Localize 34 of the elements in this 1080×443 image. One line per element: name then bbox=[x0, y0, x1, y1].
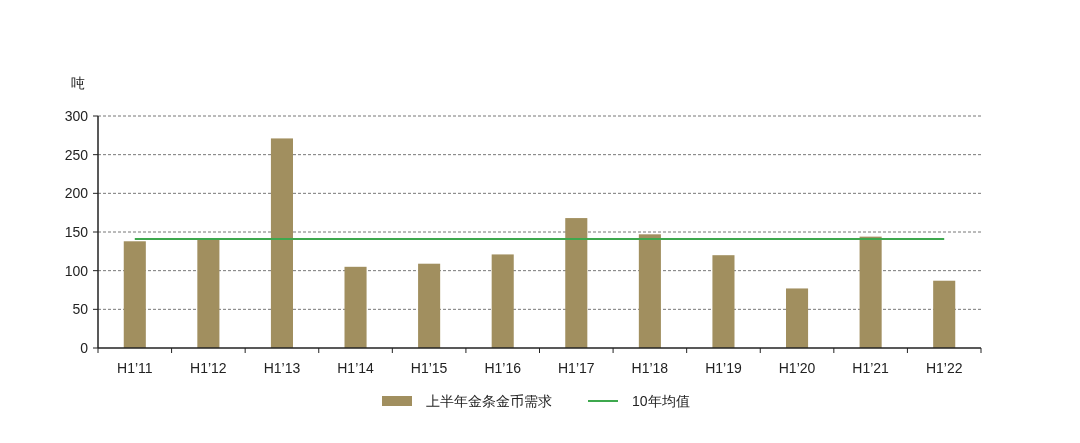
y-tick-label: 200 bbox=[64, 185, 89, 202]
y-tick-label: 100 bbox=[64, 262, 89, 279]
x-tick-label: H1’15 bbox=[410, 360, 448, 376]
x-tick-label: H1’17 bbox=[557, 360, 595, 376]
x-tick-label: H1’20 bbox=[778, 360, 816, 376]
legend-label: 10年均值 bbox=[632, 392, 690, 409]
legend-label: 上半年金条金币需求 bbox=[426, 392, 552, 409]
y-tick-label: 250 bbox=[64, 146, 89, 163]
y-axis-title: 吨 bbox=[71, 75, 85, 91]
x-tick-label: H1’11 bbox=[117, 360, 153, 376]
bar bbox=[565, 218, 588, 348]
bar bbox=[786, 288, 809, 348]
y-tick-label: 0 bbox=[80, 339, 89, 356]
bar bbox=[712, 255, 735, 348]
x-tick-label: H1’19 bbox=[705, 360, 742, 376]
bar bbox=[638, 234, 661, 348]
bar bbox=[859, 236, 882, 348]
x-tick-label: H1’13 bbox=[263, 360, 301, 376]
bar bbox=[197, 238, 220, 348]
bar bbox=[933, 280, 956, 348]
x-tick-label: H1’18 bbox=[631, 360, 669, 376]
x-tick-label: H1’12 bbox=[190, 360, 227, 376]
x-tick-label: H1’14 bbox=[337, 360, 375, 376]
x-tick-label: H1’22 bbox=[925, 360, 963, 376]
x-tick-label: H1’21 bbox=[852, 360, 890, 376]
bar bbox=[418, 263, 441, 348]
bar bbox=[344, 266, 367, 348]
y-tick-label: 300 bbox=[64, 107, 89, 124]
bar bbox=[270, 138, 293, 348]
x-tick-label: H1’16 bbox=[484, 360, 522, 376]
y-tick-label: 50 bbox=[72, 301, 89, 318]
bar bbox=[491, 254, 514, 348]
bar bbox=[123, 241, 146, 348]
y-tick-label: 150 bbox=[64, 223, 89, 240]
